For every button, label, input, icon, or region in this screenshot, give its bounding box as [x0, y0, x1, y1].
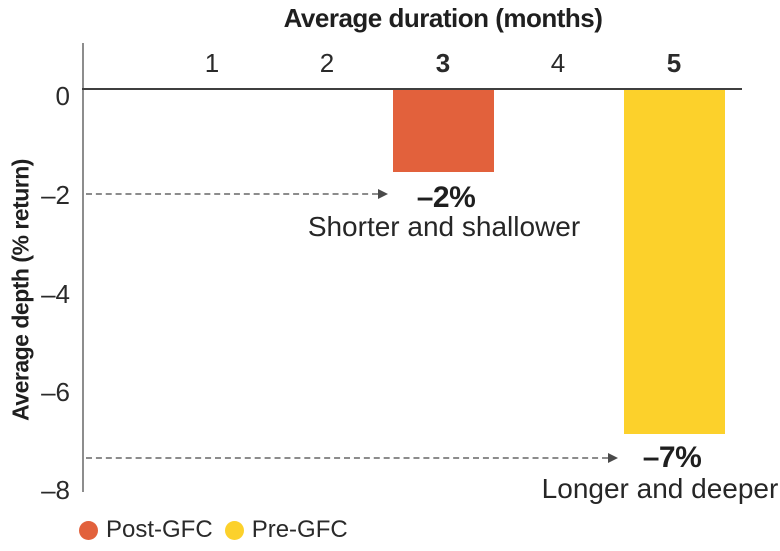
- bar-post-gfc: [393, 90, 494, 172]
- y-tick-neg6: –6: [41, 377, 70, 407]
- y-tick-0: 0: [55, 81, 70, 111]
- x-tick-3: 3: [435, 48, 451, 78]
- zero-baseline: [82, 88, 742, 90]
- legend-dot-post-gfc: [79, 520, 98, 540]
- dashed-arrow-shallow: [86, 189, 388, 199]
- x-tick-5: 5: [666, 48, 682, 78]
- legend-label-post-gfc: Post-GFC: [106, 516, 213, 543]
- annotation-post-gfc: Shorter and shallower: [307, 211, 581, 242]
- x-axis-title: Average duration (months): [283, 3, 603, 33]
- y-tick-neg4: –4: [41, 279, 70, 309]
- dashed-arrow-deep: [86, 453, 618, 463]
- bar-pre-gfc: [624, 90, 725, 434]
- y-axis-line: [82, 43, 84, 492]
- value-label-pre-gfc: –7%: [642, 441, 702, 474]
- y-tick-neg2: –2: [41, 180, 70, 210]
- value-label-post-gfc: –2%: [416, 181, 476, 214]
- y-tick-neg8: –8: [41, 475, 70, 505]
- legend-item-pre-gfc: Pre-GFC: [224, 516, 348, 544]
- x-tick-2: 2: [319, 48, 335, 78]
- legend-label-pre-gfc: Pre-GFC: [251, 516, 348, 543]
- x-tick-1: 1: [204, 48, 220, 78]
- x-tick-4: 4: [550, 48, 566, 78]
- legend-dot-pre-gfc: [224, 520, 244, 540]
- legend-item-post-gfc: Post-GFC: [79, 516, 213, 544]
- annotation-pre-gfc: Longer and deeper: [541, 473, 779, 504]
- legend: Post-GFC Pre-GFC: [79, 516, 348, 544]
